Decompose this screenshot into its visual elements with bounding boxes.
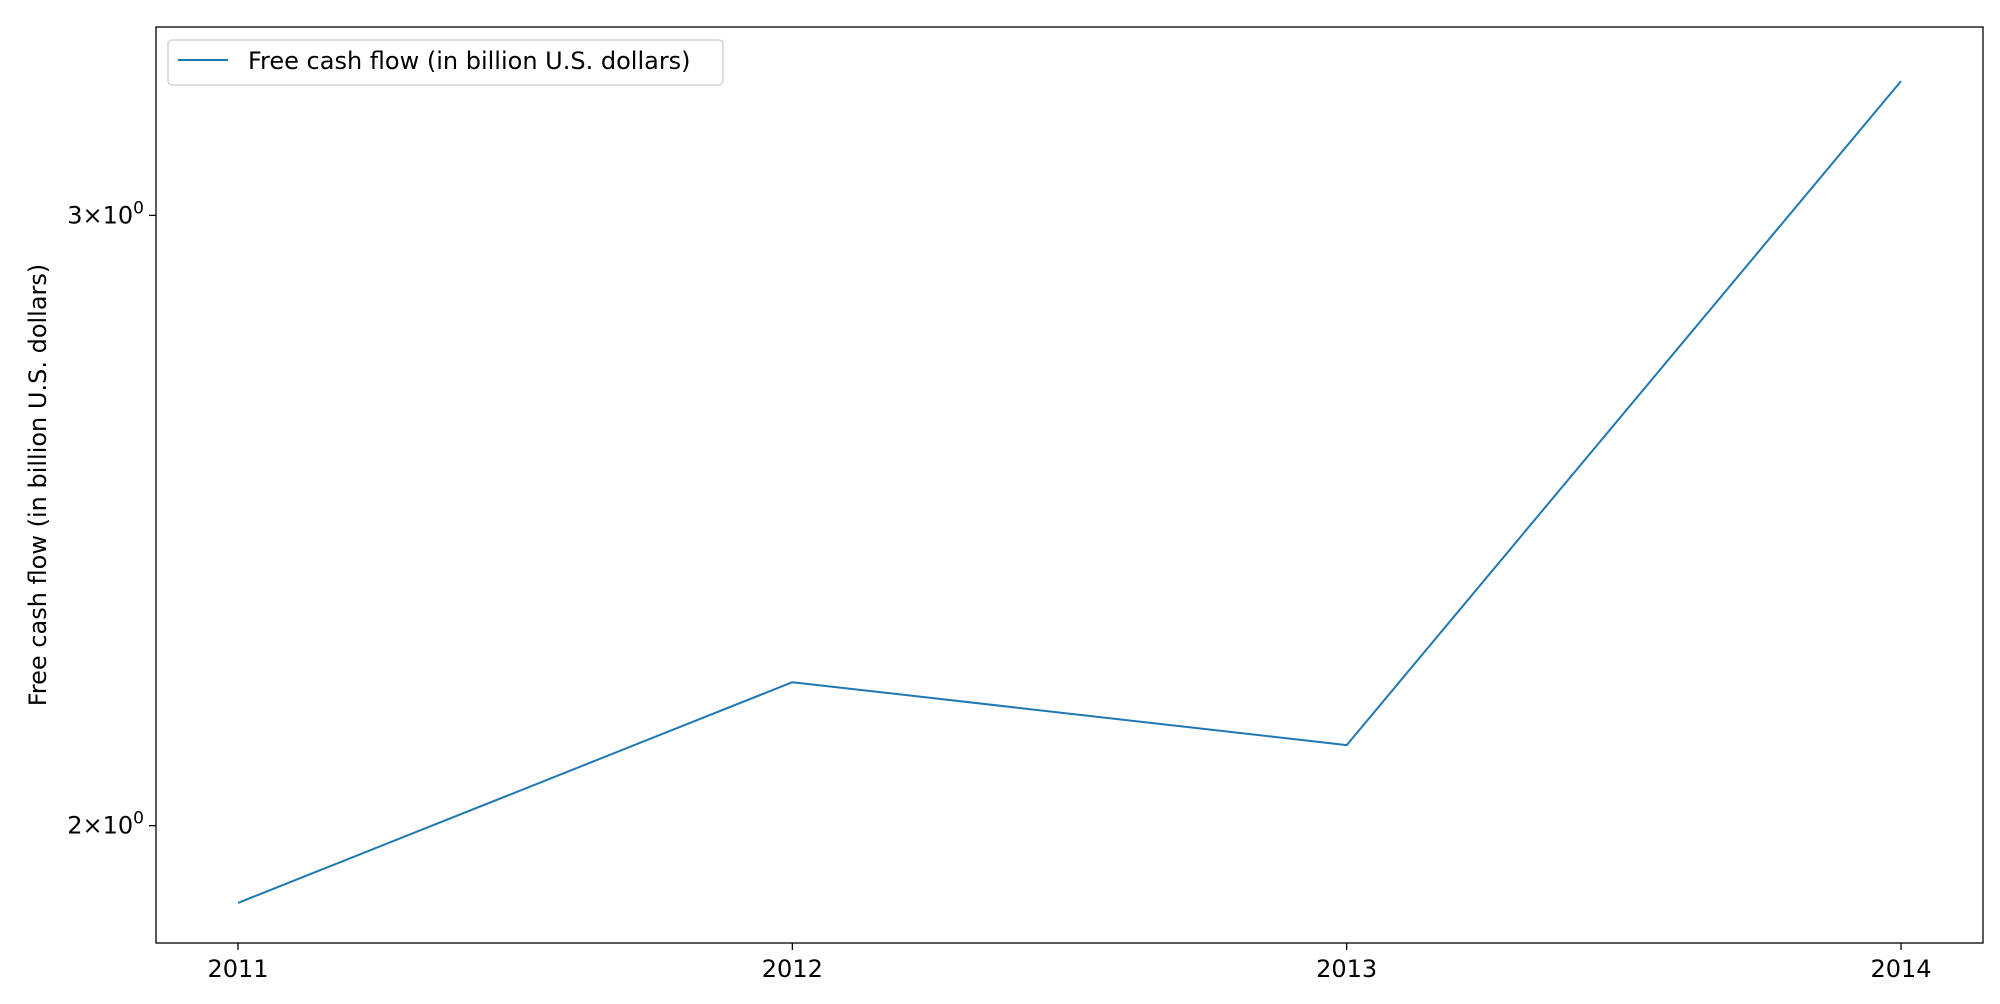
plot-frame	[155, 26, 1984, 944]
y-tick-label: 2×100	[67, 809, 144, 840]
y-tick-label: 3×100	[67, 198, 144, 229]
x-tick-label: 2012	[762, 955, 823, 983]
x-tick-label: 2013	[1316, 955, 1377, 983]
series-line	[237, 80, 1902, 904]
x-tick-label: 2014	[1870, 955, 1931, 983]
plot-area	[156, 27, 1983, 943]
series-layer	[237, 80, 1902, 904]
x-tick-label: 2011	[207, 955, 268, 983]
y-axis-ticks: 2×100 3×100	[67, 198, 156, 840]
legend: Free cash flow (in billion U.S. dollars)	[167, 39, 724, 86]
legend-box	[167, 39, 724, 86]
legend-label: Free cash flow (in billion U.S. dollars)	[248, 47, 691, 75]
x-axis-ticks: 2011 2012 2013 2014	[207, 943, 1932, 983]
y-axis-label: Free cash flow (in billion U.S. dollars)	[24, 264, 52, 707]
